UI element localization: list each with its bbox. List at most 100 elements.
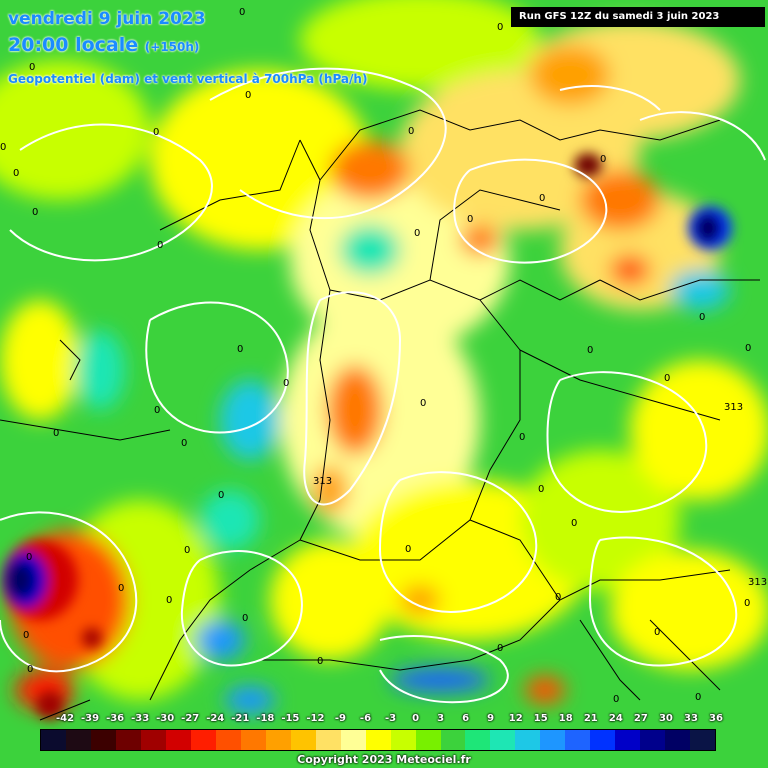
svg-text:0: 0	[239, 7, 245, 18]
svg-text:0: 0	[32, 207, 38, 218]
svg-text:0: 0	[317, 656, 323, 667]
svg-text:0: 0	[53, 428, 59, 439]
legend-swatch	[690, 730, 716, 750]
legend-tick: -18	[256, 713, 275, 724]
legend-tick: -12	[306, 713, 325, 724]
svg-text:0: 0	[467, 214, 473, 225]
svg-text:0: 0	[154, 405, 160, 416]
legend-tick: -6	[359, 713, 372, 724]
svg-text:0: 0	[245, 90, 251, 101]
legend-swatch	[340, 730, 366, 750]
legend-swatch	[315, 730, 341, 750]
forecast-time-label: 20:00 locale	[8, 34, 139, 56]
legend-swatch	[515, 730, 541, 750]
forecast-offset: (+150h)	[144, 40, 200, 54]
legend-swatch	[190, 730, 216, 750]
svg-text:0: 0	[118, 583, 124, 594]
legend-tick: 24	[608, 713, 623, 724]
svg-text:0: 0	[699, 312, 705, 323]
svg-text:0: 0	[497, 643, 503, 654]
legend-swatch	[41, 730, 66, 750]
svg-text:0: 0	[181, 438, 187, 449]
svg-text:0: 0	[408, 126, 414, 137]
svg-text:0: 0	[0, 142, 6, 153]
legend-tick: 18	[558, 713, 573, 724]
svg-text:0: 0	[166, 595, 172, 606]
forecast-time: 20:00 locale (+150h)	[8, 34, 199, 56]
svg-text:0: 0	[157, 240, 163, 251]
geopotential-label: 313	[724, 402, 744, 413]
legend-swatch	[365, 730, 391, 750]
svg-text:0: 0	[555, 592, 561, 603]
svg-text:0: 0	[29, 62, 35, 73]
legend-tick: 9	[487, 713, 495, 724]
geopotential-label: 313	[748, 577, 768, 588]
svg-text:0: 0	[571, 518, 577, 529]
legend-tick: 3	[437, 713, 445, 724]
svg-text:0: 0	[184, 545, 190, 556]
legend-swatch	[265, 730, 291, 750]
svg-text:0: 0	[153, 127, 159, 138]
svg-text:0: 0	[13, 168, 19, 179]
legend-tick: -30	[156, 713, 175, 724]
legend-swatch	[615, 730, 641, 750]
svg-text:0: 0	[587, 345, 593, 356]
legend-swatch	[65, 730, 91, 750]
legend-tick-labels: -42 -39 -36 -33 -30 -27 -24 -21 -18 -15 -12 -9 -6 -3 0…	[40, 713, 723, 727]
legend-tick: -3	[384, 713, 397, 724]
legend-tick: -9	[334, 713, 346, 724]
legend-tick: 36	[709, 713, 723, 724]
svg-text:0: 0	[27, 664, 33, 675]
legend-swatch	[140, 730, 166, 750]
model-run-label: Run GFS 12Z du samedi 3 juin 2023	[511, 7, 765, 27]
svg-text:0: 0	[283, 378, 289, 389]
vertical-velocity-field	[0, 0, 768, 714]
legend-tick: -39	[81, 713, 100, 724]
intense-cells	[2, 153, 732, 719]
legend-swatch	[90, 730, 116, 750]
legend-tick: -24	[206, 713, 225, 724]
svg-text:0: 0	[613, 694, 619, 705]
legend-swatch	[590, 730, 616, 750]
legend-tick: -33	[131, 713, 150, 724]
svg-text:0: 0	[23, 630, 29, 641]
legend-swatch	[115, 730, 141, 750]
legend-tick: 6	[462, 713, 470, 724]
legend-swatch	[440, 730, 466, 750]
legend-tick: 30	[658, 713, 673, 724]
svg-text:0: 0	[237, 344, 243, 355]
svg-text:0: 0	[654, 627, 660, 638]
legend-swatch	[640, 730, 666, 750]
legend-swatch	[165, 730, 191, 750]
legend-swatch	[240, 730, 266, 750]
legend-swatch	[565, 730, 591, 750]
svg-text:0: 0	[745, 343, 751, 354]
legend-swatch	[415, 730, 441, 750]
svg-text:0: 0	[414, 228, 420, 239]
svg-text:0: 0	[519, 432, 525, 443]
legend-tick: 27	[633, 713, 648, 724]
legend-tick: 21	[583, 713, 598, 724]
legend-swatch	[490, 730, 516, 750]
svg-text:0: 0	[26, 552, 32, 563]
svg-text:0: 0	[539, 193, 545, 204]
contour-lines	[0, 67, 766, 704]
legend-tick: -15	[281, 713, 300, 724]
svg-text:0: 0	[497, 22, 503, 33]
legend-tick: -42	[55, 713, 75, 724]
legend-tick: -21	[231, 713, 250, 724]
forecast-date: vendredi 9 juin 2023	[8, 9, 206, 29]
svg-text:0: 0	[664, 373, 670, 384]
legend-swatch	[215, 730, 241, 750]
legend-swatch	[290, 730, 316, 750]
legend-swatch	[390, 730, 416, 750]
contour-zero-labels: 000 000 000 000 000 000 000 000 000 000 …	[0, 7, 751, 705]
parameter-description: Geopotentiel (dam) et vent vertical à 70…	[8, 72, 368, 86]
legend-tick: 0	[412, 713, 420, 724]
legend-tick: -27	[181, 713, 200, 724]
legend-tick: 15	[533, 713, 548, 724]
geopotential-label: 313	[313, 476, 333, 487]
legend-swatch	[465, 730, 491, 750]
legend-swatch	[665, 730, 691, 750]
